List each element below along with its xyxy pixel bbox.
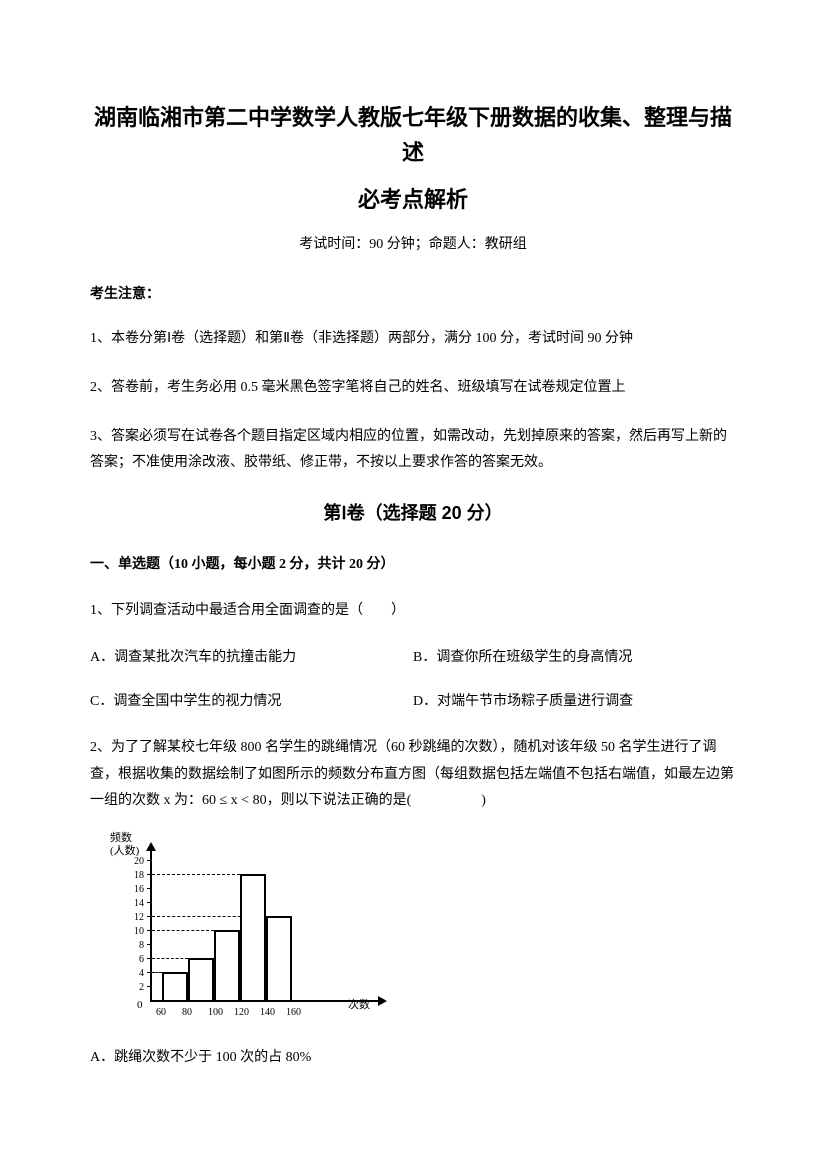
x-axis-arrow-icon: [378, 996, 387, 1006]
histogram-bar: [188, 958, 214, 1000]
x-tick-label: 60: [156, 1005, 166, 1021]
section-1-title: 第Ⅰ卷（选择题 20 分）: [90, 499, 736, 528]
y-axis-line: [150, 847, 152, 1002]
q2-option-a: A．跳绳次数不少于 100 次的占 80%: [90, 1047, 736, 1069]
histogram-bar: [162, 972, 188, 1000]
notice-header: 考生注意：: [90, 284, 736, 306]
q2-stem: 2、为了了解某校七年级 800 名学生的跳绳情况（60 秒跳绳的次数），随机对该…: [90, 735, 736, 815]
y-tick-label: 18: [126, 868, 144, 884]
histogram-bar: [214, 930, 240, 1000]
y-tick-mark: [147, 986, 152, 987]
question-type-header: 一、单选题（10 小题，每小题 2 分，共计 20 分）: [90, 554, 736, 576]
x-tick-label: 100: [208, 1005, 223, 1021]
exam-info: 考试时间：90 分钟；命题人：教研组: [90, 234, 736, 256]
y-tick-label: 12: [126, 910, 144, 926]
q1-options-row-2: C．调查全国中学生的视力情况 D．对端午节市场粽子质量进行调查: [90, 691, 736, 713]
y-tick-label: 8: [126, 938, 144, 954]
q1-option-d: D．对端午节市场粽子质量进行调查: [413, 691, 736, 713]
q1-option-c: C．调查全国中学生的视力情况: [90, 691, 413, 713]
x-axis-line: [150, 1000, 380, 1002]
histogram-bar: [266, 916, 292, 1000]
y-tick-label: 14: [126, 896, 144, 912]
dashed-guide-line: [152, 972, 162, 973]
y-tick-label: 16: [126, 882, 144, 898]
sub-title: 必考点解析: [90, 182, 736, 217]
dashed-guide-line: [152, 930, 214, 931]
y-tick-mark: [147, 888, 152, 889]
y-tick-label: 6: [126, 952, 144, 968]
x-tick-label: 140: [260, 1005, 275, 1021]
q1-options-row-1: A．调查某批次汽车的抗撞击能力 B．调查你所在班级学生的身高情况: [90, 647, 736, 669]
y-tick-mark: [147, 902, 152, 903]
dashed-guide-line: [152, 874, 240, 875]
q1-stem: 1、下列调查活动中最适合用全面调查的是（ ）: [90, 598, 736, 625]
x-tick-label: 160: [286, 1005, 301, 1021]
q1-option-a: A．调查某批次汽车的抗撞击能力: [90, 647, 413, 669]
y-tick-label: 10: [126, 924, 144, 940]
histogram-bar: [240, 874, 266, 1000]
notice-item-2: 2、答卷前，考生务必用 0.5 毫米黑色签字笔将自己的姓名、班级填写在试卷规定位…: [90, 375, 736, 402]
notice-item-1: 1、本卷分第Ⅰ卷（选择题）和第Ⅱ卷（非选择题）两部分，满分 100 分，考试时间…: [90, 326, 736, 353]
x-axis-label: 次数: [348, 997, 370, 1015]
y-tick-label: 20: [126, 854, 144, 870]
y-tick-mark: [147, 860, 152, 861]
dashed-guide-line: [152, 958, 188, 959]
origin-label: 0: [137, 997, 143, 1015]
main-title: 湖南临湘市第二中学数学人教版七年级下册数据的收集、整理与描述: [90, 100, 736, 170]
notice-item-3: 3、答案必须写在试卷各个题目指定区域内相应的位置，如需改动，先划掉原来的答案，然…: [90, 424, 736, 477]
y-tick-label: 2: [126, 980, 144, 996]
q1-option-b: B．调查你所在班级学生的身高情况: [413, 647, 736, 669]
histogram-container: 频数 (人数) 0 次数 246810121416182060801001201…: [110, 837, 736, 1017]
y-tick-mark: [147, 944, 152, 945]
y-tick-label: 4: [126, 966, 144, 982]
histogram-chart: 频数 (人数) 0 次数 246810121416182060801001201…: [110, 837, 390, 1017]
x-tick-label: 120: [234, 1005, 249, 1021]
x-tick-label: 80: [182, 1005, 192, 1021]
